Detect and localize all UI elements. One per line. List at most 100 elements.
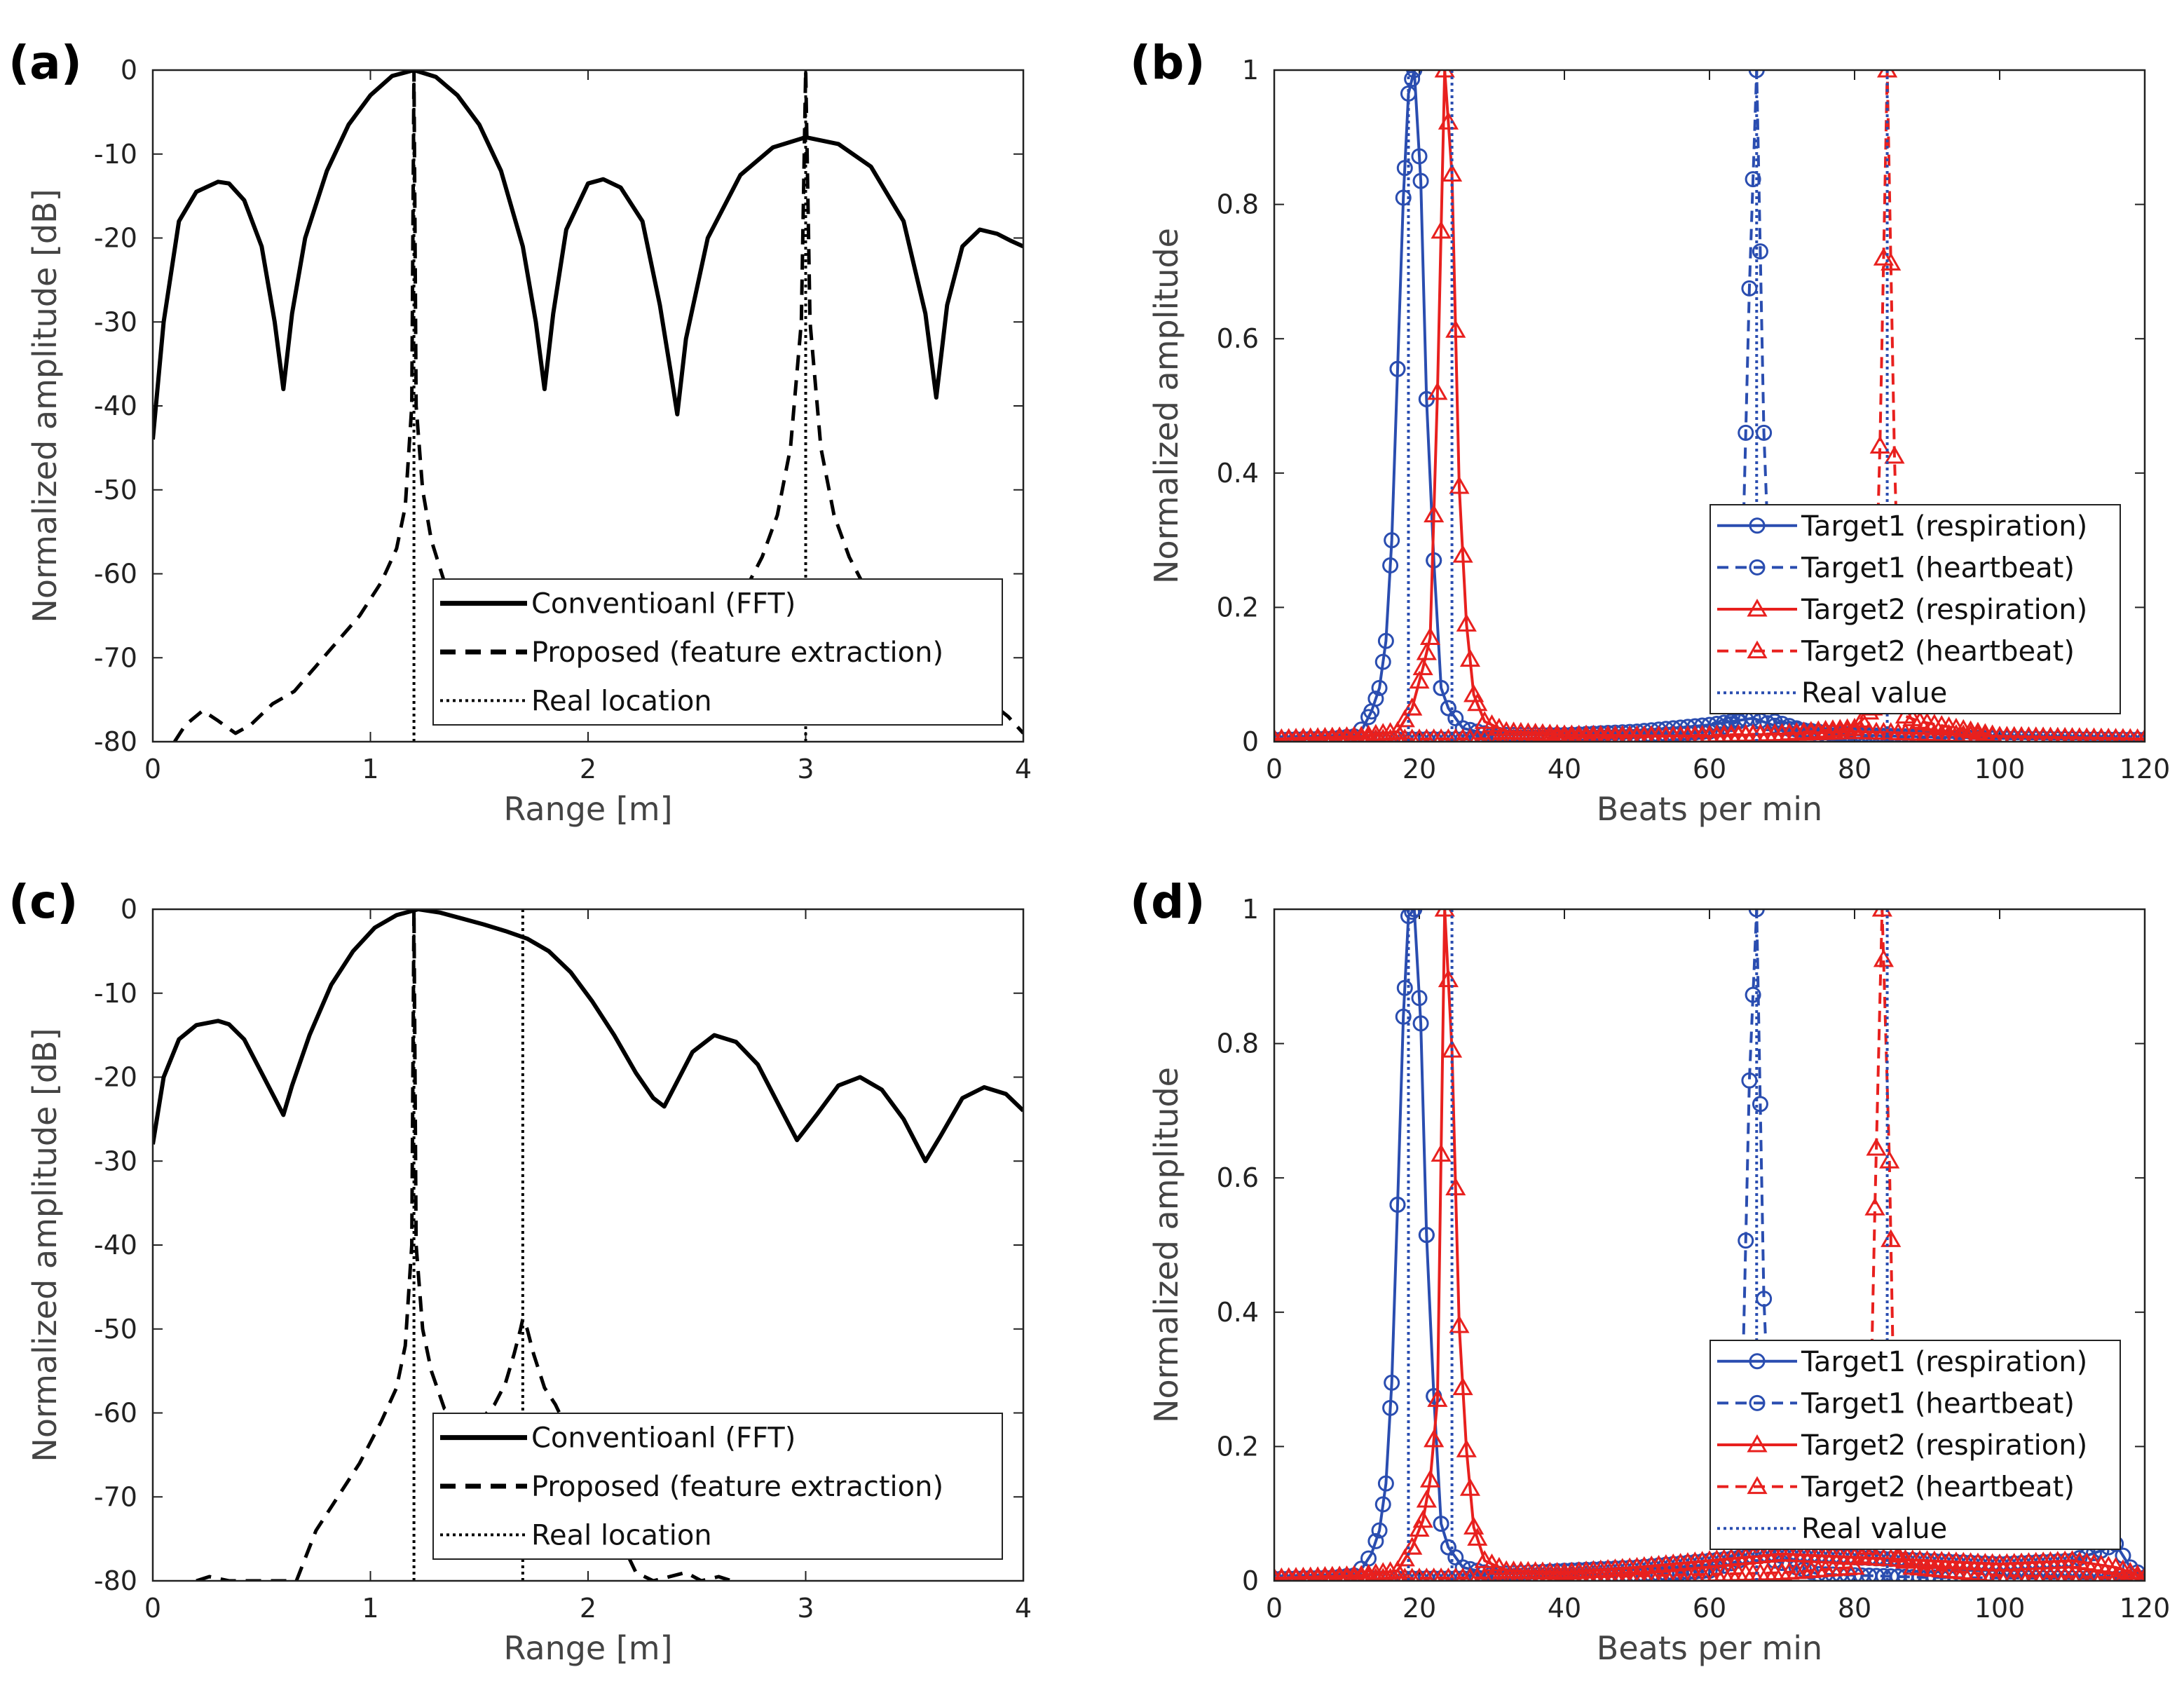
legend-label-target2-heartbeat: Target2 (heartbeat) [1801, 1471, 2075, 1504]
data-point-marker [2137, 1568, 2145, 1581]
legend-label-target1-respiration: Target1 (respiration) [1801, 510, 2087, 543]
y-tick-label: -10 [94, 978, 137, 1009]
panel-c-range-profile: (c) 0 1 2 3 4 0 -10 -20 -30 -40 -50 -60 -70 -80 Range [… [8, 875, 1032, 1667]
data-point-marker [1627, 1565, 1646, 1581]
x-tick-label: 4 [1015, 754, 1032, 784]
y-axis-label-b: Normalized amplitude [1147, 228, 1185, 584]
axes-frame-a [151, 69, 1025, 743]
data-point-marker [1871, 909, 1892, 917]
data-point-marker [1395, 1008, 1412, 1025]
panel-d-vital-spectrum: (d) 0 20 40 60 80 100 120 0 0.2 0.4 0.6 0.8 1 Beats pe… [1130, 875, 2170, 1667]
y-tick-label: 0.4 [1217, 1297, 1259, 1328]
data-point-marker [1394, 709, 1415, 728]
legend-label-conventioanl-fft: Conventioanl (FFT) [531, 1422, 796, 1455]
legend-marker [1747, 1434, 1768, 1453]
legend-box [432, 1413, 1003, 1560]
data-point-marker [1656, 726, 1676, 742]
data-point-marker [1374, 1496, 1391, 1513]
y-axis-label-d: Normalized amplitude [1147, 1067, 1185, 1423]
x-axis-label-a: Range [m] [503, 790, 672, 828]
data-point-marker [1766, 713, 1783, 730]
data-point-marker [1649, 726, 1668, 742]
series-target2-respiration-path [1274, 70, 2145, 741]
data-point-marker [1434, 909, 1455, 917]
data-point-marker [1563, 727, 1580, 742]
legend-marker [1747, 1476, 1768, 1495]
legend-label-real-location: Real location [531, 1519, 712, 1551]
x-tick-label: 120 [2120, 1593, 2171, 1624]
x-tick-label: 20 [1402, 1593, 1436, 1624]
data-point-marker [1411, 990, 1428, 1007]
data-point-marker [1642, 1565, 1661, 1581]
y-tick-label: -30 [94, 306, 137, 337]
axes-frame-d [1273, 908, 2146, 1582]
data-point-marker [1416, 1490, 1437, 1508]
data-point-marker [1440, 1539, 1456, 1556]
data-point-marker [1441, 163, 1463, 182]
data-point-marker [1627, 726, 1646, 742]
data-point-marker [1467, 1528, 1488, 1546]
data-point-marker [1467, 693, 1488, 712]
x-tick-label: 100 [1974, 754, 2026, 784]
data-point-marker [1402, 698, 1423, 716]
legend-label-target1-respiration: Target1 (respiration) [1801, 1346, 2087, 1378]
y-tick-label: -10 [94, 139, 137, 170]
x-tick-label: 3 [797, 1593, 814, 1624]
legend-label-real-location: Real location [531, 685, 712, 717]
series-conventioanl-fft-path [153, 70, 1023, 440]
y-tick-label: -20 [94, 223, 137, 254]
y-tick-label: -70 [94, 642, 137, 673]
data-point-marker [1456, 613, 1477, 632]
data-point-marker [1723, 716, 1740, 733]
data-point-marker [1449, 1314, 1470, 1333]
legend-marker [1749, 517, 1766, 534]
series-proposed-feature-extraction-path [172, 70, 1023, 742]
data-point-marker [1363, 703, 1380, 720]
data-point-marker [1851, 1545, 1872, 1564]
data-point-marker [1752, 1096, 1768, 1113]
data-point-marker [1419, 627, 1441, 646]
legend-d: Target1 (respiration) Target1 (heartbeat)… [1709, 1340, 2121, 1550]
data-point-marker [1409, 670, 1430, 689]
data-point-marker [2137, 728, 2145, 742]
data-point-marker [1649, 1565, 1668, 1581]
data-point-marker [1395, 189, 1412, 206]
data-point-marker [1412, 1015, 1429, 1032]
x-axis-label-b: Beats per min [1597, 790, 1822, 828]
legend-label-target2-heartbeat: Target2 (heartbeat) [1801, 636, 2075, 668]
x-axis-label-d: Beats per min [1597, 1629, 1822, 1667]
data-point-marker [1745, 986, 1761, 1003]
panel-a-range-profile: (a) 0 1 2 3 4 0 -10 -20 -30 -40 -50 -60 -70 -80 Range [… [8, 36, 1032, 828]
data-point-marker [1606, 1565, 1624, 1581]
data-point-marker [1411, 148, 1428, 165]
legend-label-real-value: Real value [1801, 677, 1947, 709]
data-point-marker [1745, 171, 1761, 188]
data-point-marker [1738, 1232, 1754, 1249]
legend-label-conventioanl-fft: Conventioanl (FFT) [531, 588, 796, 620]
data-point-marker [1434, 70, 1455, 78]
data-point-marker [1404, 71, 1421, 88]
y-tick-label: 0 [121, 55, 137, 86]
data-point-marker [1452, 1377, 1473, 1396]
data-point-marker [1431, 220, 1452, 239]
data-point-marker [1402, 1537, 1423, 1555]
legend-label-target2-respiration: Target2 (respiration) [1801, 594, 2087, 626]
panel-label-a: (a) [8, 36, 82, 90]
x-tick-label: 60 [1693, 1593, 1726, 1624]
data-point-marker [1563, 1566, 1580, 1581]
data-point-marker [1752, 243, 1768, 260]
y-tick-label: -30 [94, 1145, 137, 1176]
data-point-marker [1396, 979, 1413, 996]
data-point-marker [1578, 727, 1595, 742]
data-point-marker [1635, 726, 1653, 742]
x-axis-label-c: Range [m] [503, 1629, 672, 1667]
y-tick-label: 1 [1242, 55, 1259, 86]
y-tick-label: 0 [121, 894, 137, 925]
data-point-marker [1389, 1197, 1406, 1213]
data-point-marker [1387, 721, 1408, 740]
y-tick-label: 0.8 [1217, 189, 1259, 220]
series-conventioanl-fft-path [153, 909, 1023, 1164]
x-tick-label: 80 [1838, 754, 1871, 784]
data-point-marker [1371, 1522, 1388, 1539]
